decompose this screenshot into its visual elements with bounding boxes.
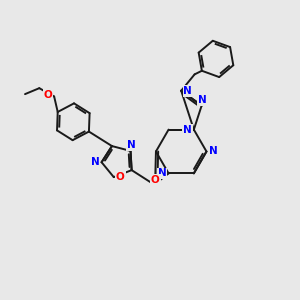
Text: O: O — [44, 90, 52, 100]
Text: N: N — [158, 168, 167, 178]
Text: O: O — [151, 175, 160, 185]
Text: N: N — [158, 168, 167, 178]
Text: N: N — [183, 86, 192, 96]
Text: N: N — [198, 95, 207, 105]
Text: O: O — [116, 172, 125, 182]
Text: N: N — [183, 86, 192, 96]
Text: N: N — [198, 95, 207, 105]
Text: N: N — [183, 124, 192, 135]
Text: N: N — [127, 140, 136, 150]
Text: N: N — [208, 146, 217, 157]
Text: O: O — [116, 172, 125, 182]
Text: O: O — [151, 175, 160, 185]
Text: N: N — [127, 140, 136, 150]
Text: O: O — [44, 90, 52, 100]
Text: N: N — [91, 157, 99, 167]
Text: N: N — [91, 157, 99, 167]
Text: N: N — [183, 124, 192, 135]
Text: N: N — [208, 146, 217, 157]
